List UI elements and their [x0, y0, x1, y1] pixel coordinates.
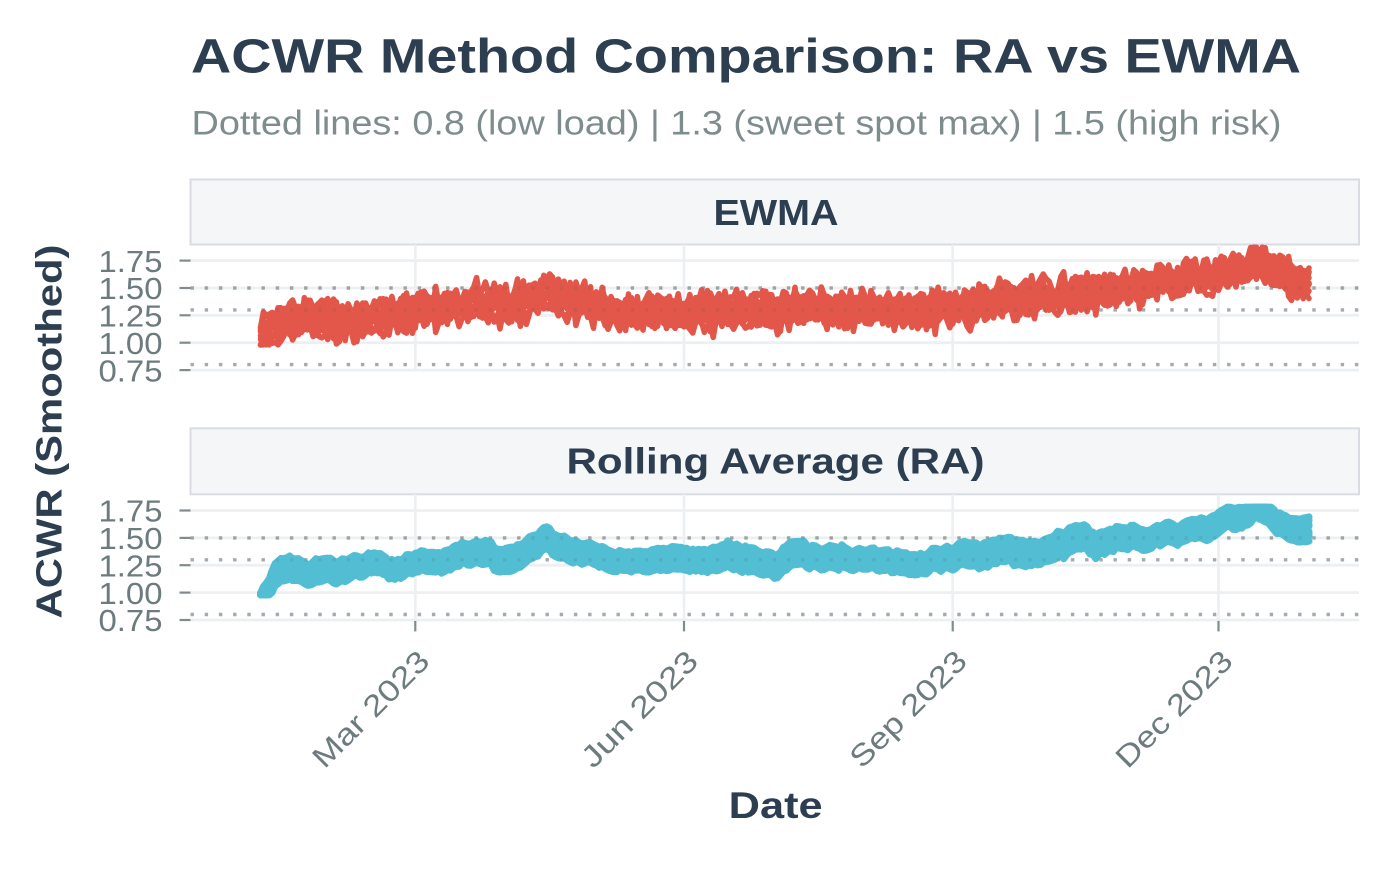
svg-text:EWMA: EWMA [714, 192, 839, 233]
svg-text:Rolling Average (RA): Rolling Average (RA) [567, 441, 985, 482]
svg-text:1.25: 1.25 [99, 548, 163, 583]
svg-text:1.00: 1.00 [99, 576, 163, 611]
svg-text:ACWR Method Comparison: RA vs: ACWR Method Comparison: RA vs EWMA [191, 31, 1301, 84]
svg-text:Dotted lines: 0.8 (low load) |: Dotted lines: 0.8 (low load) | 1.3 (swee… [192, 105, 1282, 143]
svg-text:1.75: 1.75 [99, 494, 163, 529]
svg-text:ACWR (Smoothed): ACWR (Smoothed) [29, 245, 70, 619]
svg-text:1.75: 1.75 [99, 244, 163, 279]
svg-text:0.75: 0.75 [99, 603, 163, 638]
svg-text:1.25: 1.25 [99, 299, 163, 334]
svg-text:1.50: 1.50 [99, 271, 163, 306]
svg-text:1.50: 1.50 [99, 521, 163, 556]
svg-text:Date: Date [729, 785, 823, 826]
svg-text:0.75: 0.75 [99, 353, 163, 388]
svg-text:1.00: 1.00 [99, 326, 163, 361]
